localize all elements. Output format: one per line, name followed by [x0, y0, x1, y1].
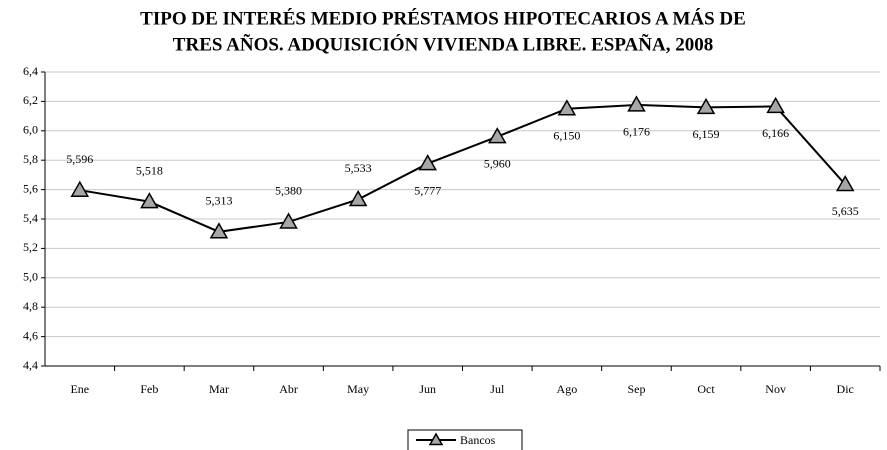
y-tick-label: 5,0: [23, 270, 38, 284]
y-tick-label: 6,2: [23, 93, 38, 107]
legend-label: Bancos: [460, 433, 496, 447]
y-tick-label: 6,0: [23, 123, 38, 137]
y-tick-label: 5,6: [23, 181, 38, 195]
chart-title: TIPO DE INTERÉS MEDIO PRÉSTAMOS HIPOTECA…: [140, 7, 746, 29]
x-tick-label: May: [347, 382, 369, 396]
x-tick-label: Dic: [837, 382, 854, 396]
y-tick-label: 4,8: [23, 299, 38, 313]
data-label: 5,533: [345, 161, 372, 175]
x-tick-label: Feb: [140, 382, 158, 396]
y-tick-label: 5,8: [23, 152, 38, 166]
y-tick-label: 5,4: [23, 211, 38, 225]
marker: [557, 99, 577, 116]
marker: [70, 180, 90, 197]
data-label: 6,159: [693, 127, 720, 141]
data-label: 5,313: [205, 194, 232, 208]
marker: [418, 154, 438, 171]
data-label: 5,635: [832, 204, 859, 218]
y-tick-label: 4,6: [23, 328, 38, 342]
data-label: 5,596: [66, 152, 93, 166]
marker: [348, 189, 368, 207]
y-tick-label: 4,4: [23, 358, 38, 372]
data-label: 5,960: [484, 156, 511, 170]
marker: [140, 192, 159, 209]
x-tick-label: Ene: [70, 382, 89, 396]
marker: [835, 174, 855, 192]
data-label: 6,166: [762, 126, 789, 140]
chart-title: TRES AÑOS. ADQUISICIÓN VIVIENDA LIBRE. E…: [173, 33, 713, 55]
x-tick-label: Nov: [765, 382, 786, 396]
x-tick-label: Ago: [557, 382, 578, 396]
marker: [487, 127, 507, 144]
x-tick-label: Jul: [490, 382, 505, 396]
x-tick-label: Sep: [627, 382, 645, 396]
legend-marker: [428, 432, 444, 446]
y-tick-label: 6,4: [23, 64, 38, 78]
x-tick-label: Mar: [209, 382, 229, 396]
data-label: 6,176: [623, 125, 650, 139]
marker: [627, 95, 646, 112]
marker: [279, 212, 298, 229]
series-line: [79, 103, 846, 233]
x-tick-label: Oct: [697, 382, 715, 396]
data-label: 5,380: [275, 184, 302, 198]
marker: [209, 222, 229, 239]
y-tick-label: 5,2: [23, 240, 38, 254]
data-label: 6,150: [553, 129, 580, 143]
marker: [766, 96, 785, 114]
marker: [696, 97, 716, 115]
x-tick-label: Jun: [419, 382, 436, 396]
data-label: 5,518: [136, 163, 163, 177]
data-label: 5,777: [414, 183, 441, 197]
x-tick-label: Abr: [279, 382, 298, 396]
